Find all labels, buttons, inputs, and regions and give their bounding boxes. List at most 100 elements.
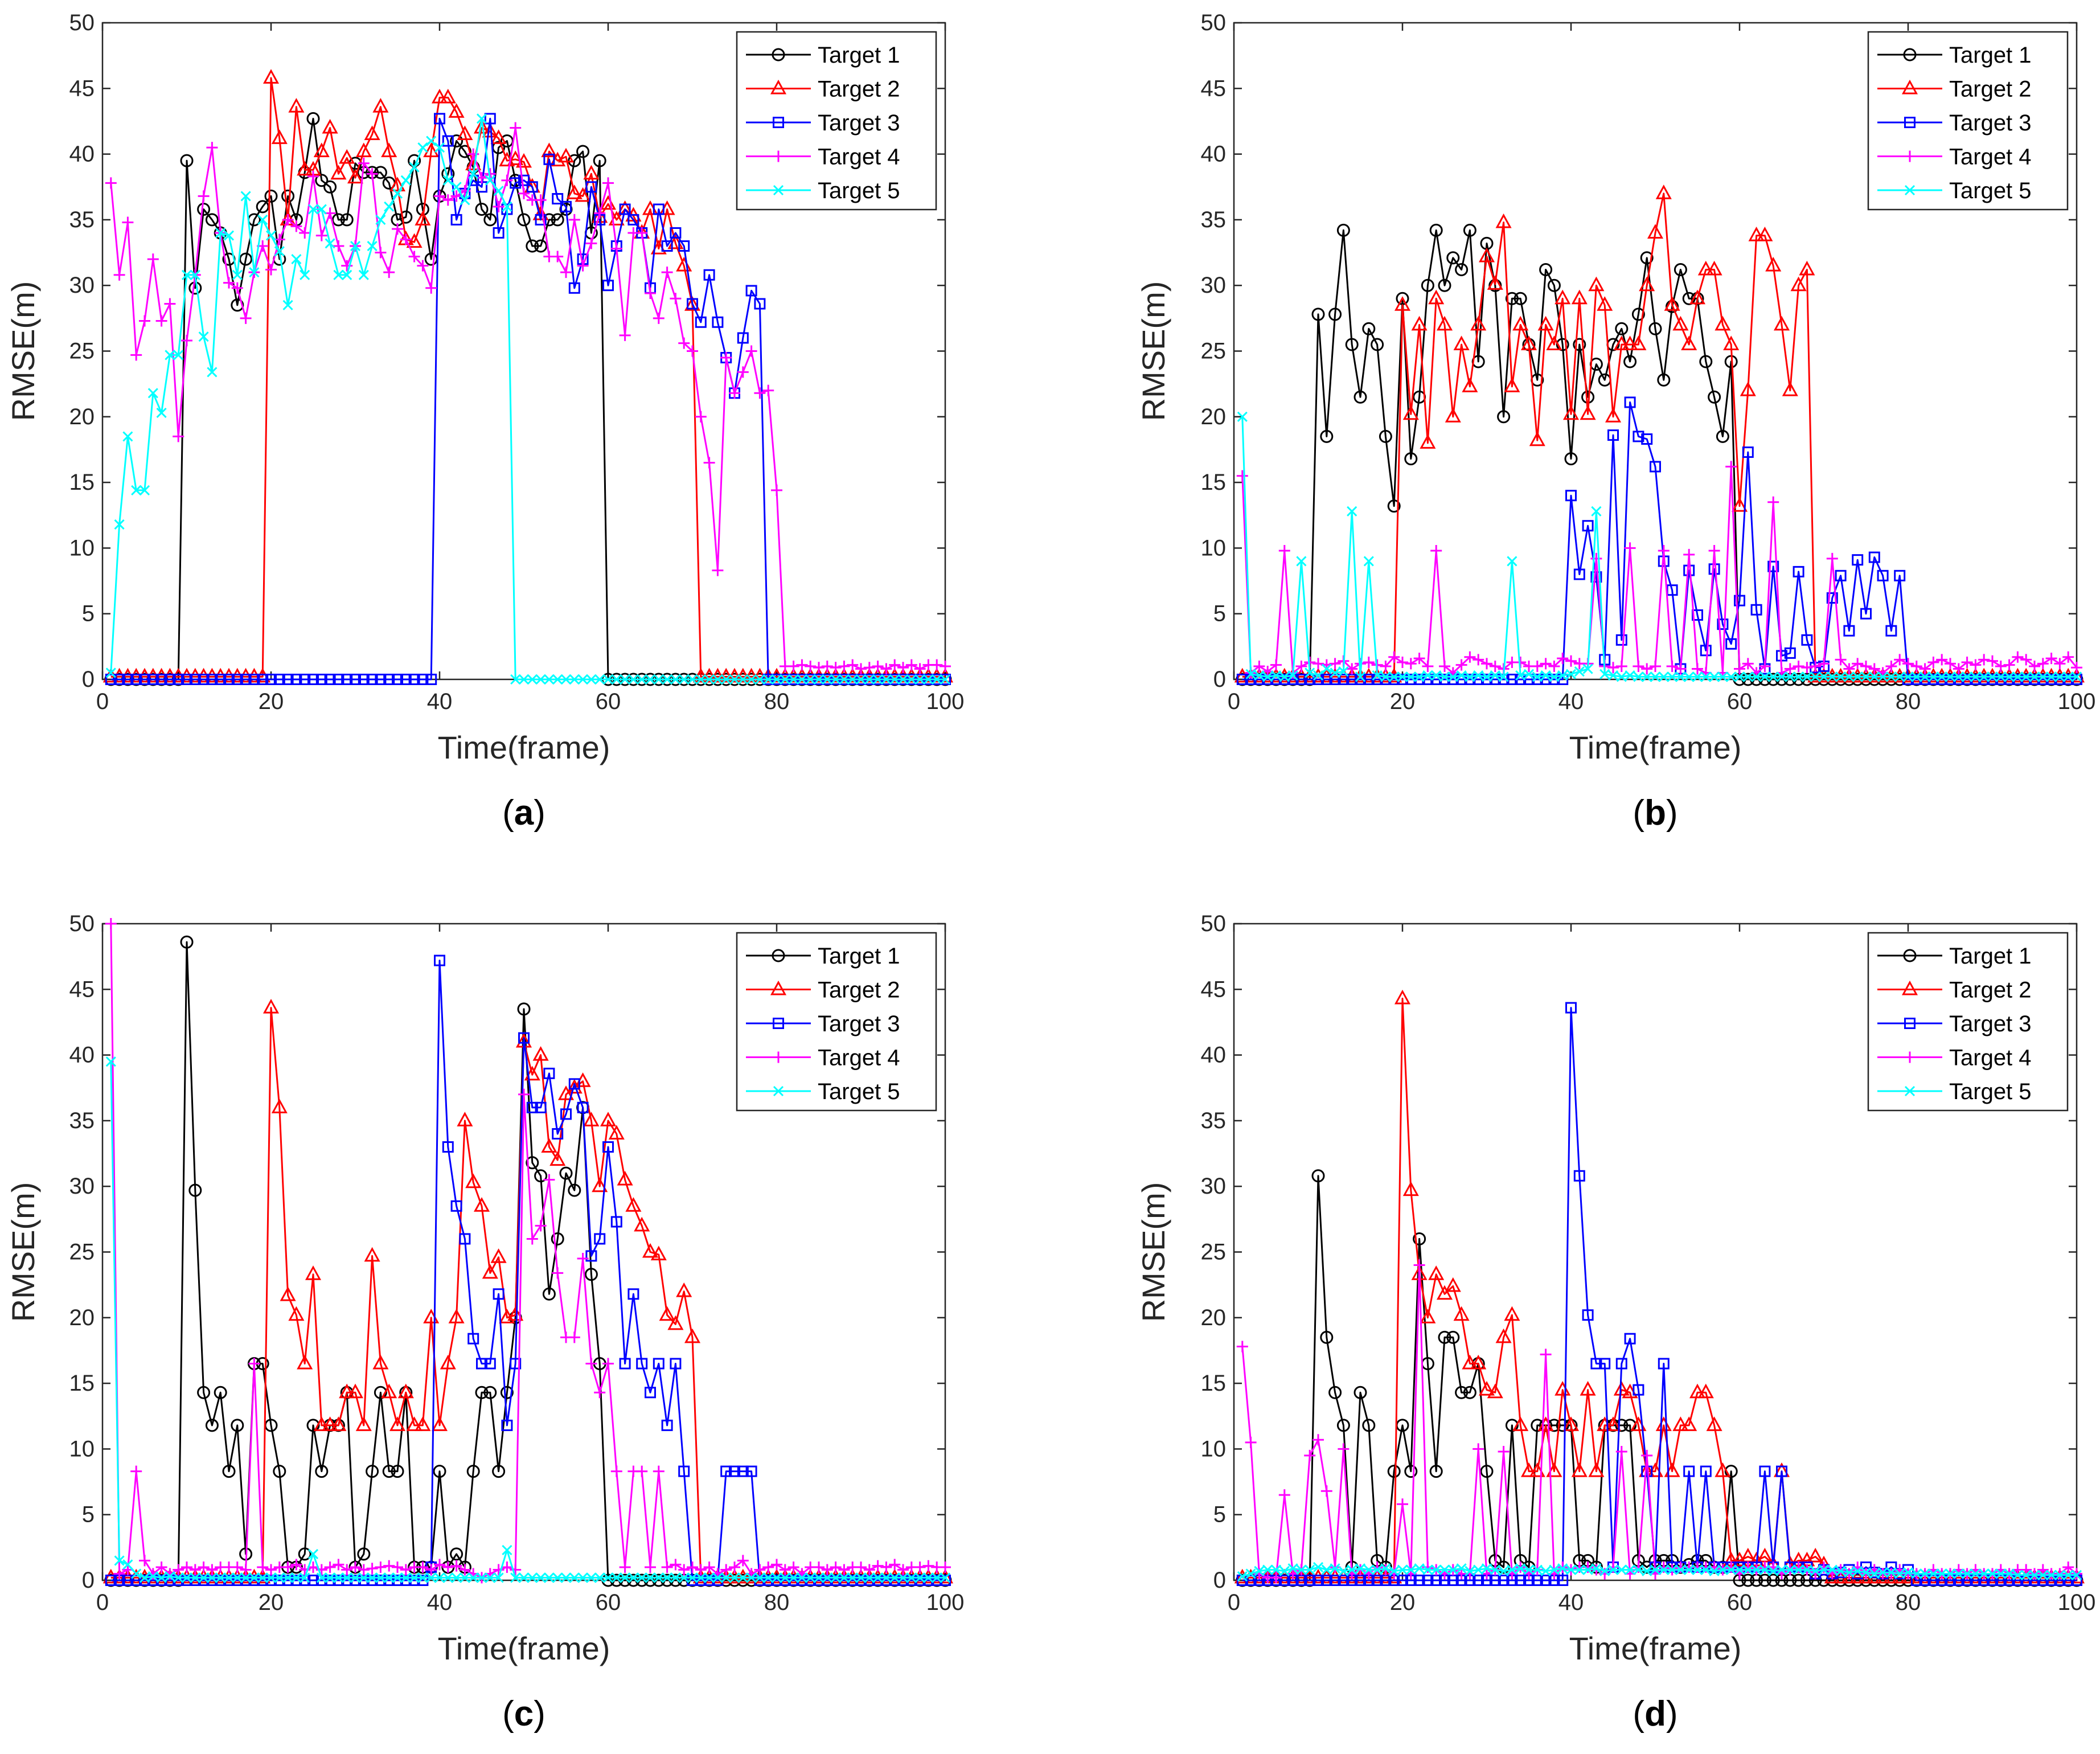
- data-point: [1640, 251, 1654, 265]
- data-point: [473, 118, 490, 134]
- legend-label: Target 5: [1949, 1079, 2032, 1104]
- data-point: [1607, 662, 1619, 674]
- data-point: [1557, 1563, 1568, 1574]
- data-point: [341, 260, 353, 272]
- data-point: [1363, 556, 1374, 567]
- data-point: [181, 335, 192, 347]
- data-point: [1478, 1381, 1495, 1396]
- data-point: [442, 1572, 453, 1583]
- x-tick-label: 0: [1228, 1590, 1240, 1615]
- data-point: [347, 1383, 364, 1399]
- series-target-5: [105, 113, 951, 685]
- data-point: [897, 1564, 909, 1576]
- panel-letter-text: c: [514, 1694, 534, 1733]
- data-point: [392, 1572, 403, 1583]
- data-point: [611, 674, 622, 685]
- legend-marker: [772, 949, 785, 962]
- data-point: [1498, 1575, 1510, 1586]
- data-point: [484, 1358, 496, 1370]
- data-point: [406, 233, 423, 248]
- data-point: [805, 660, 817, 672]
- data-point: [1664, 296, 1680, 311]
- data-point: [2021, 1569, 2032, 1580]
- data-point: [780, 674, 790, 685]
- data-point: [307, 674, 319, 685]
- data-point: [1869, 1568, 1880, 1579]
- data-point: [830, 662, 842, 674]
- data-point: [1818, 658, 1830, 670]
- data-point: [712, 316, 724, 328]
- data-point: [347, 169, 364, 184]
- data-point: [1852, 658, 1864, 670]
- data-point: [797, 1572, 807, 1583]
- data-point: [450, 1560, 462, 1572]
- data-point: [1549, 1564, 1560, 1575]
- data-point: [122, 1559, 133, 1570]
- data-point: [297, 161, 313, 176]
- data-point: [1768, 1566, 1779, 1576]
- series-line: [110, 1062, 945, 1579]
- x-tick-label: 100: [926, 689, 965, 714]
- data-point: [526, 1101, 538, 1113]
- data-point: [231, 674, 243, 685]
- data-point: [821, 660, 833, 672]
- data-point: [2046, 1569, 2057, 1580]
- data-point: [584, 1268, 598, 1281]
- data-point: [1431, 1564, 1442, 1575]
- y-tick-label: 50: [69, 10, 95, 35]
- data-point: [1487, 1383, 1503, 1399]
- y-tick-label: 0: [1213, 667, 1226, 692]
- data-point: [1312, 1434, 1324, 1446]
- data-point: [197, 1386, 211, 1399]
- series-target-4: [1236, 461, 2082, 679]
- data-point: [1396, 292, 1409, 305]
- data-point: [620, 674, 630, 685]
- legend-marker: [1901, 980, 1918, 995]
- y-tick-label: 50: [69, 911, 95, 936]
- data-point: [872, 1572, 883, 1583]
- data-point: [468, 1572, 479, 1583]
- data-point: [130, 674, 142, 685]
- data-point: [1824, 667, 1840, 683]
- data-point: [704, 1572, 715, 1583]
- legend-marker: [1904, 150, 1916, 162]
- data-point: [645, 288, 656, 300]
- data-point: [383, 267, 395, 278]
- data-point: [552, 193, 564, 205]
- data-point: [466, 1465, 480, 1478]
- data-point: [684, 1328, 701, 1343]
- data-point: [1622, 335, 1638, 350]
- data-point: [1532, 671, 1543, 682]
- legend-label: Target 4: [1949, 1046, 2032, 1071]
- legend-item-target-3: Target 3: [1877, 110, 2032, 136]
- data-point: [1428, 289, 1445, 305]
- data-point: [720, 352, 732, 364]
- data-point: [1590, 571, 1602, 583]
- y-tick-label: 40: [1201, 1043, 1227, 1068]
- data-point: [1338, 674, 1350, 685]
- data-point: [1995, 671, 2006, 682]
- legend-box: [736, 31, 937, 211]
- data-point: [206, 1564, 218, 1576]
- data-point: [577, 674, 588, 685]
- data-point: [1970, 1568, 1981, 1579]
- legend-item-target-3: Target 3: [1877, 1011, 2032, 1036]
- data-point: [198, 674, 210, 685]
- data-point: [510, 1564, 522, 1576]
- data-point: [358, 269, 369, 280]
- data-point: [1658, 1358, 1670, 1370]
- data-point: [650, 1245, 667, 1261]
- data-point: [1305, 667, 1315, 678]
- data-point: [1389, 671, 1400, 682]
- data-point: [1799, 260, 1815, 276]
- data-point: [2054, 671, 2065, 682]
- data-point: [249, 267, 260, 278]
- data-point: [341, 1564, 353, 1576]
- data-point: [1953, 671, 1964, 682]
- data-point: [1489, 660, 1501, 672]
- data-point: [1270, 1564, 1282, 1575]
- data-point: [1734, 595, 1745, 606]
- data-point: [670, 227, 682, 239]
- data-point: [610, 243, 622, 255]
- data-point: [526, 239, 539, 253]
